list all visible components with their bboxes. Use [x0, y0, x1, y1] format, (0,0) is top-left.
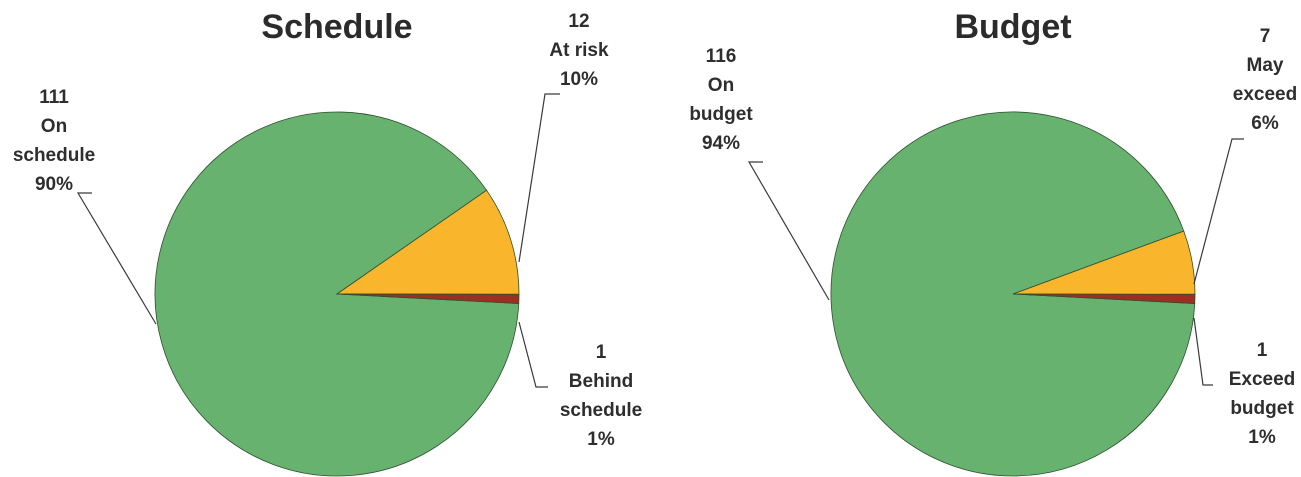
pie-slice-exceed-budget: [1012, 293, 1196, 304]
slice-label-line: Exceed: [1229, 369, 1296, 390]
slice-label-line: 111: [39, 87, 69, 108]
slice-label-line: May: [1247, 55, 1284, 76]
budget-pie-chart: Budget 116 On budget 94% 7 May exceed 6% 1 Exceed…: [689, 8, 1297, 477]
slice-label-line: 7: [1260, 26, 1271, 47]
leader-line-may-exceed: [1193, 138, 1244, 285]
leader-line-exceed-budget: [1193, 317, 1213, 386]
leader-line-at-risk: [518, 93, 560, 263]
slice-label-line: schedule: [13, 145, 95, 166]
schedule-chart-title: Schedule: [261, 8, 412, 46]
slice-label-line: 1: [596, 342, 607, 363]
slice-label-at-risk: 12 At risk 10%: [549, 11, 609, 90]
budget-chart-title: Budget: [954, 8, 1071, 46]
slice-label-line: 1: [1257, 340, 1268, 361]
slice-label-on-schedule: 111 On schedule 90%: [13, 87, 95, 195]
slice-label-line: exceed: [1233, 84, 1297, 105]
slice-label-on-budget: 116 On budget 94%: [689, 46, 753, 154]
slice-label-line: 6%: [1251, 113, 1279, 134]
leader-line-on-schedule: [76, 192, 157, 325]
slice-label-may-exceed: 7 May exceed 6%: [1233, 26, 1297, 134]
slice-label-line: At risk: [549, 40, 609, 61]
schedule-pie-chart: Schedule 111 On schedule 90% 12 At risk 10% 1 Be…: [13, 8, 642, 477]
slice-label-line: 1%: [587, 429, 615, 450]
slice-label-line: 1%: [1248, 427, 1276, 448]
pie-slice-on-budget: [830, 111, 1196, 477]
slice-label-line: budget: [1230, 398, 1294, 419]
pie-slice-at-risk: [335, 189, 520, 295]
leader-line-behind-schedule: [518, 321, 548, 388]
slice-label-line: On: [41, 116, 67, 137]
slice-label-line: 12: [568, 11, 589, 32]
slice-label-line: 116: [706, 46, 737, 67]
slice-label-exceed-budget: 1 Exceed budget 1%: [1229, 340, 1296, 448]
slice-label-line: Behind: [569, 371, 633, 392]
slice-label-line: schedule: [560, 400, 642, 421]
slice-label-line: budget: [689, 104, 753, 125]
pie-slice-behind-schedule: [336, 293, 520, 304]
slice-label-behind-schedule: 1 Behind schedule 1%: [560, 342, 642, 450]
leader-line-on-budget: [747, 161, 830, 301]
slice-label-line: 90%: [35, 174, 73, 195]
slice-label-line: 94%: [702, 133, 740, 154]
slice-label-line: On: [708, 75, 734, 96]
slice-label-line: 10%: [560, 69, 598, 90]
